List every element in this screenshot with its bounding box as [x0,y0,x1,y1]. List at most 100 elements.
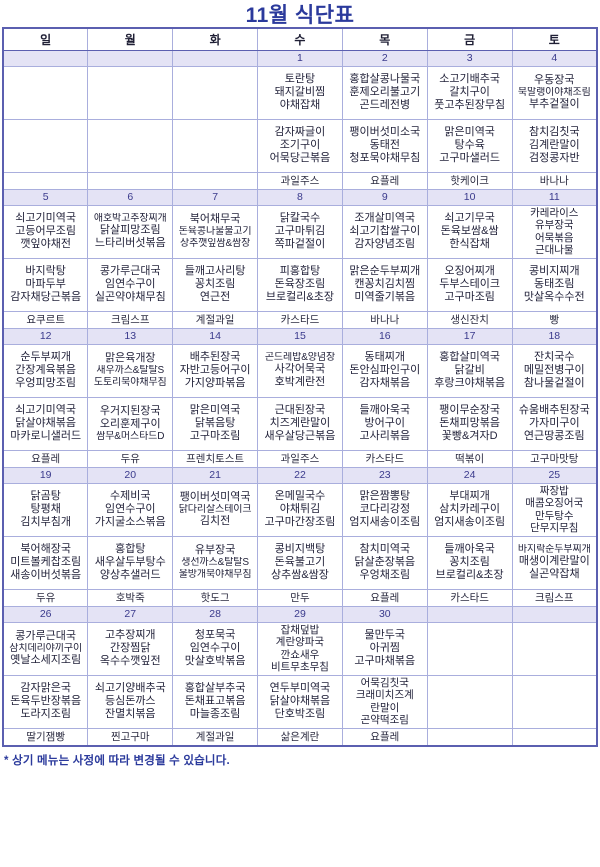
lunch-cell[interactable]: 청포묵국 임연수구이 맛살호박볶음 [172,621,259,676]
date-cell[interactable]: 11 [511,188,598,206]
dinner-cell[interactable]: 연두부미역국 닭살야채볶음 단호박조림 [257,674,343,729]
snack-cell[interactable]: 크림스프 [511,588,598,607]
snack-cell[interactable]: 프렌치토스트 [172,449,259,468]
dinner-cell[interactable]: 들깨고사리탕 꽁치조림 연근전 [172,257,259,312]
date-cell[interactable]: 6 [87,188,174,206]
dinner-cell[interactable]: 북어해장국 미트볼케찹조림 새송이버섯볶음 [2,535,89,590]
date-cell[interactable]: 28 [172,605,259,623]
snack-cell[interactable]: 핫케이크 [426,171,513,190]
snack-cell[interactable]: 과일주스 [257,171,343,190]
snack-cell[interactable]: 고구마맛탕 [511,449,598,468]
date-cell[interactable]: 30 [341,605,428,623]
date-cell[interactable]: 27 [87,605,174,623]
date-cell[interactable]: 15 [257,327,343,345]
lunch-cell[interactable]: 잡채덮밥 계란양파국 깐쇼새우 비트무초무침 [257,621,343,676]
snack-cell[interactable]: 핫도그 [172,588,259,607]
dinner-cell[interactable]: 참치김칫국 김계란말이 검정콩자반 [511,118,598,173]
lunch-cell[interactable]: 동태찌개 돈안심파인구이 감자채볶음 [341,343,428,398]
dinner-cell[interactable]: 슈움배추된장국 가자미구이 연근땅콩조림 [511,396,598,451]
dinner-cell[interactable]: 어묵김칫국 크래미치즈계 란말이 곤약떡조림 [341,674,428,729]
lunch-cell[interactable]: 북어채무국 돈육콩나물불고기 상추깻잎쌈&쌈장 [172,204,259,259]
date-cell[interactable]: 5 [2,188,89,206]
date-cell[interactable]: 20 [87,466,174,484]
snack-cell[interactable]: 딸기잼빵 [2,727,89,746]
lunch-cell[interactable]: 수제비국 임연수구이 가지굴소스볶음 [87,482,174,537]
dinner-cell[interactable]: 맑은순두부찌개 캔꽁치김치찜 미역줄기볶음 [341,257,428,312]
lunch-cell[interactable]: 짜장밥 매콤오징어국 만두탕수 단무지무침 [511,482,598,537]
lunch-cell[interactable]: 카레라이스 유부장국 어묵볶음 근대나물 [511,204,598,259]
dinner-cell[interactable]: 피홍합탕 돈육장조림 브로컬리&초장 [257,257,343,312]
lunch-cell[interactable]: 홍합살콩나물국 훈제오리불고기 곤드레전병 [341,65,428,120]
dinner-cell[interactable]: 맑은미역국 닭볶음탕 고구마조림 [172,396,259,451]
date-cell[interactable]: 7 [172,188,259,206]
date-cell[interactable]: 23 [341,466,428,484]
dinner-cell[interactable]: 쇠고기미역국 닭살야채볶음 마카로니샐러드 [2,396,89,451]
date-cell[interactable]: 26 [2,605,89,623]
dinner-cell[interactable]: 들깨아욱국 꽁치조림 브로컬리&초장 [426,535,513,590]
lunch-cell[interactable]: 조개살미역국 쇠고기찹쌀구이 감자양념조림 [341,204,428,259]
dinner-cell[interactable]: 홍합탕 새우살두부탕수 양상추샐러드 [87,535,174,590]
lunch-cell[interactable]: 배추된장국 자반고등어구이 가지양파볶음 [172,343,259,398]
date-cell[interactable]: 13 [87,327,174,345]
snack-cell[interactable]: 요플레 [341,588,428,607]
lunch-cell[interactable]: 물만두국 아귀찜 고구마채볶음 [341,621,428,676]
dinner-cell[interactable]: 홍합살부추국 돈채표고볶음 마늘종조림 [172,674,259,729]
date-cell[interactable]: 25 [511,466,598,484]
dinner-cell[interactable]: 맑은미역국 탕수육 고구마샐러드 [426,118,513,173]
lunch-cell[interactable]: 온메밀국수 야채튀김 고구마간장조림 [257,482,343,537]
dinner-cell[interactable]: 팽이버섯미소국 동태전 청포묵야채무침 [341,118,428,173]
lunch-cell[interactable]: 토란탕 돼지갈비찜 야채잡채 [257,65,343,120]
dinner-cell[interactable]: 참치미역국 닭살춘장볶음 우엉채조림 [341,535,428,590]
snack-cell[interactable]: 삶은계란 [257,727,343,746]
snack-cell[interactable]: 바나나 [511,171,598,190]
date-cell[interactable]: 1 [257,49,343,67]
date-cell[interactable]: 10 [426,188,513,206]
snack-cell[interactable]: 만두 [257,588,343,607]
date-cell[interactable]: 3 [426,49,513,67]
dinner-cell[interactable]: 콩비지찌개 동태조림 맛살옥수수전 [511,257,598,312]
date-cell[interactable]: 4 [511,49,598,67]
lunch-cell[interactable]: 닭곰탕 탕평채 김치부침개 [2,482,89,537]
snack-cell[interactable]: 계절과일 [172,310,259,329]
dinner-cell[interactable]: 들깨아욱국 방어구이 고사리볶음 [341,396,428,451]
lunch-cell[interactable]: 쇠고기무국 돈육보쌈&쌈 한식잡채 [426,204,513,259]
dinner-cell[interactable]: 유부장국 생선까스&탈탈S 울방개묵야채무침 [172,535,259,590]
lunch-cell[interactable]: 소고기배추국 갈치구이 풋고추된장무침 [426,65,513,120]
lunch-cell[interactable]: 맑은육개장 새우까스&탈탈S 도토리묵야채무침 [87,343,174,398]
snack-cell[interactable]: 카스타드 [426,588,513,607]
snack-cell[interactable]: 생신잔치 [426,310,513,329]
dinner-cell[interactable]: 콩가루근대국 임연수구이 실곤약야채무침 [87,257,174,312]
snack-cell[interactable]: 계절과일 [172,727,259,746]
snack-cell[interactable]: 과일주스 [257,449,343,468]
date-cell[interactable]: 12 [2,327,89,345]
snack-cell[interactable]: 요플레 [2,449,89,468]
date-cell[interactable]: 14 [172,327,259,345]
dinner-cell[interactable]: 우거지된장국 오리훈제구이 쌈무&머스타드D [87,396,174,451]
snack-cell[interactable]: 떡볶이 [426,449,513,468]
dinner-cell[interactable]: 팽이무순장국 돈채피망볶음 꽃빵&겨자D [426,396,513,451]
dinner-cell[interactable]: 감자맑은국 돈육두반장볶음 도라지조림 [2,674,89,729]
lunch-cell[interactable]: 순두부찌개 간장계육볶음 우엉피망조림 [2,343,89,398]
date-cell[interactable]: 22 [257,466,343,484]
snack-cell[interactable]: 요플레 [341,727,428,746]
date-cell[interactable]: 8 [257,188,343,206]
date-cell[interactable]: 9 [341,188,428,206]
snack-cell[interactable]: 빵 [511,310,598,329]
dinner-cell[interactable]: 쇠고기양배추국 등심돈까스 잔멸치볶음 [87,674,174,729]
lunch-cell[interactable]: 부대찌개 삼치카레구이 엄지새송이조림 [426,482,513,537]
snack-cell[interactable]: 두유 [2,588,89,607]
snack-cell[interactable]: 크림스프 [87,310,174,329]
lunch-cell[interactable]: 콩가루근대국 삼치데리야끼구이 옛날소세지조림 [2,621,89,676]
snack-cell[interactable]: 찐고구마 [87,727,174,746]
lunch-cell[interactable]: 애호박고추장찌개 닭살피망조림 느타리버섯볶음 [87,204,174,259]
lunch-cell[interactable]: 고추장찌개 간장찜닭 옥수수깻잎전 [87,621,174,676]
snack-cell[interactable]: 두유 [87,449,174,468]
snack-cell[interactable]: 카스타드 [341,449,428,468]
dinner-cell[interactable]: 바지락탕 마파두부 감자채당근볶음 [2,257,89,312]
date-cell[interactable]: 19 [2,466,89,484]
lunch-cell[interactable]: 팽이버섯미역국 닭다리살스테이크 김치전 [172,482,259,537]
date-cell[interactable]: 21 [172,466,259,484]
lunch-cell[interactable]: 쇠고기미역국 고등어무조림 깻잎야채전 [2,204,89,259]
lunch-cell[interactable]: 곤드레밥&양념장 사각어묵국 호박계란전 [257,343,343,398]
date-cell[interactable]: 24 [426,466,513,484]
